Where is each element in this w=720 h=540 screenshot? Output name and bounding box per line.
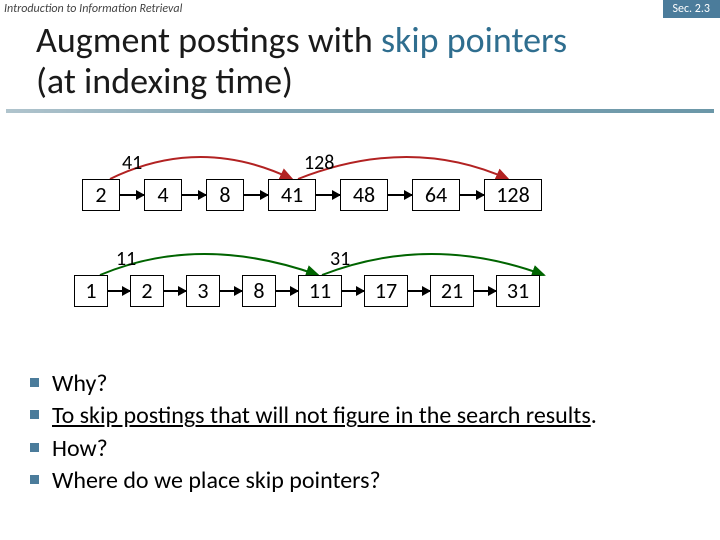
posting-node: 11 (298, 275, 342, 307)
bullet-skip-dot: . (591, 401, 597, 430)
bullet-why: Why? (28, 368, 597, 400)
posting-node: 2 (82, 179, 120, 211)
posting-node: 1 (74, 275, 108, 307)
title-post: (at indexing time) (36, 59, 293, 103)
skip-arcs-svg (0, 137, 720, 357)
bullet-list: Why? To skip postings that will not figu… (28, 368, 597, 498)
next-arrow (276, 290, 298, 292)
next-arrow (474, 290, 496, 292)
next-arrow (460, 194, 484, 196)
next-arrow (342, 290, 364, 292)
next-arrow (164, 290, 186, 292)
next-arrow (220, 290, 242, 292)
posting-node: 3 (186, 275, 220, 307)
posting-node: 8 (242, 275, 276, 307)
next-arrow (388, 194, 412, 196)
skip-arc (322, 254, 544, 275)
next-arrow (244, 194, 268, 196)
posting-node: 128 (484, 179, 542, 211)
slide-title: Augment postings with skip pointers (at … (0, 18, 720, 109)
next-arrow (182, 194, 206, 196)
section-badge: Sec. 2.3 (663, 0, 720, 18)
posting-node: 2 (130, 275, 164, 307)
next-arrow (108, 290, 130, 292)
next-arrow (408, 290, 430, 292)
posting-node: 4 (144, 179, 182, 211)
posting-list-2: 1238 11 17 21 31 (74, 275, 540, 307)
bullet-skip-text: To skip postings that will not figure in… (52, 401, 591, 430)
posting-node: 21 (430, 275, 474, 307)
course-label: Introduction to Information Retrieval (0, 2, 182, 16)
posting-node: 41 (268, 179, 316, 211)
next-arrow (316, 194, 340, 196)
bullet-skip: To skip postings that will not figure in… (28, 400, 597, 432)
title-underline (6, 109, 714, 113)
posting-node: 48 (340, 179, 388, 211)
posting-node: 64 (412, 179, 460, 211)
skip-label: 41 (122, 151, 142, 175)
skip-pointer-diagram: 248414864128 123811172131 411281131 (0, 137, 720, 357)
header-bar: Introduction to Information Retrieval Se… (0, 0, 720, 18)
posting-node: 8 (206, 179, 244, 211)
bullet-how: How? (28, 433, 597, 465)
next-arrow (120, 194, 144, 196)
skip-label: 31 (330, 247, 350, 271)
posting-node: 17 (364, 275, 408, 307)
skip-label: 11 (116, 247, 136, 271)
posting-node: 31 (496, 275, 540, 307)
title-pre: Augment postings with (36, 18, 381, 62)
posting-list-1: 248414864128 (82, 179, 542, 211)
title-accent: skip pointers (381, 18, 567, 62)
bullet-where: Where do we place skip pointers? (28, 465, 597, 497)
skip-label: 128 (304, 151, 334, 175)
